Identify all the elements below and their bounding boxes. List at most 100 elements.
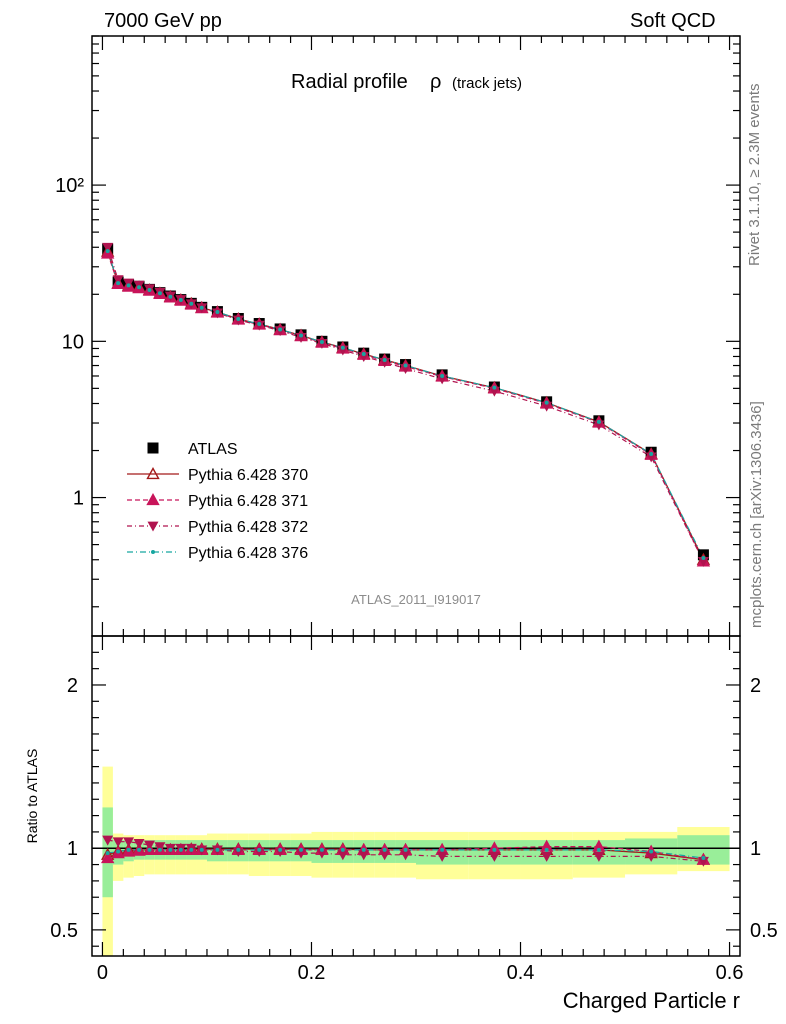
- ratio-point-s2-15: [316, 848, 328, 859]
- ratio-point-s2-21: [488, 852, 500, 862]
- ratio-point-s2-2: [123, 837, 135, 848]
- ratio-point-s3-2: [126, 847, 131, 852]
- ratio-point-s3-19: [403, 847, 408, 852]
- x-tick-label-3: 0.6: [716, 962, 744, 984]
- ratio-point-s2-22: [541, 852, 553, 862]
- main-point-s4-23: [596, 419, 601, 424]
- main-point-s3-21: [488, 386, 500, 397]
- main-y-tick-label-100: 10²: [55, 175, 84, 197]
- ratio-point-s2-17: [358, 850, 370, 861]
- main-title-symbol: ρ: [430, 71, 441, 93]
- main-point-s3-25: [697, 557, 709, 567]
- legend-label-4: Pythia 6.428 376: [188, 545, 308, 562]
- ratio-point-s3-21: [492, 847, 497, 852]
- x-axis-label: Charged Particle r: [563, 988, 740, 1013]
- main-point-s4-4: [147, 288, 152, 293]
- main-point-s4-9: [199, 305, 204, 310]
- ratio-point-s3-23: [596, 847, 601, 852]
- ratio-point-s2-14: [295, 848, 307, 859]
- ratio-point-s3-5: [157, 847, 162, 852]
- main-point-s4-22: [544, 400, 549, 405]
- main-point-s3-24: [645, 452, 657, 463]
- ratio-point-s3-1: [116, 849, 121, 854]
- ratio-point-s3-12: [257, 847, 262, 852]
- main-point-s3-23: [593, 420, 605, 431]
- ratio-point-s3-9: [199, 847, 204, 852]
- ratio-y-axis-label: Ratio to ATLAS: [24, 749, 40, 844]
- main-point-s4-7: [178, 297, 183, 302]
- ratio-point-s3-0: [105, 851, 110, 856]
- legend-label-3: Pythia 6.428 372: [188, 519, 308, 536]
- ratio-point-s2-1: [112, 837, 124, 848]
- ratio-point-s3-3: [137, 847, 142, 852]
- legend-label-1: Pythia 6.428 370: [188, 467, 308, 484]
- ratio-point-s2-18: [379, 850, 391, 861]
- main-point-s3-19: [400, 364, 412, 375]
- main-point-s3-16: [337, 345, 349, 356]
- main-point-s4-17: [361, 351, 366, 356]
- ratio-point-s3-22: [544, 847, 549, 852]
- main-title-suffix: (track jets): [452, 75, 522, 92]
- main-point-s4-10: [215, 310, 220, 315]
- ratio-point-s3-8: [189, 847, 194, 852]
- ratio-point-s3-14: [299, 847, 304, 852]
- main-series-line-3: [107, 247, 704, 562]
- main-point-s4-2: [126, 283, 131, 288]
- ratio-point-s2-24: [645, 852, 657, 862]
- ratio-point-s3-4: [147, 847, 152, 852]
- ratio-y-tick-label-0: 0.5: [50, 920, 78, 942]
- ratio-point-s3-20: [440, 847, 445, 852]
- ratio-point-s3-18: [382, 847, 387, 852]
- main-point-s3-0: [102, 242, 114, 253]
- ratio-point-s3-6: [168, 847, 173, 852]
- main-point-s3-20: [436, 374, 448, 385]
- header-right-label: Soft QCD: [630, 10, 716, 32]
- ratio-point-s2-16: [337, 850, 349, 861]
- ratio-y-tick-label-right-1: 1: [750, 838, 761, 860]
- ratio-y-tick-label-right-0: 0.5: [750, 920, 778, 942]
- main-series-line-4: [107, 250, 704, 559]
- ratio-point-s3-15: [319, 847, 324, 852]
- main-point-s4-18: [382, 357, 387, 362]
- main-point-s3-17: [358, 352, 370, 362]
- ratio-point-s2-4: [143, 840, 155, 851]
- main-point-s4-3: [137, 285, 142, 290]
- ratio-point-s3-7: [178, 847, 183, 852]
- legend-marker-4: [151, 550, 155, 554]
- ratio-point-s3-11: [236, 847, 241, 852]
- ratio-point-s3-17: [361, 847, 366, 852]
- main-point-s4-19: [403, 363, 408, 368]
- analysis-watermark: ATLAS_2011_I919017: [351, 592, 481, 607]
- legend-marker-0: [147, 442, 159, 454]
- main-point-s4-0: [105, 249, 110, 254]
- legend-label-2: Pythia 6.428 371: [188, 493, 308, 510]
- main-point-s4-25: [701, 556, 706, 561]
- main-point-s4-16: [340, 345, 345, 350]
- ratio-point-s2-23: [593, 852, 605, 862]
- main-y-tick-label-1: 1: [73, 488, 84, 510]
- ratio-point-s2-12: [253, 847, 265, 858]
- ratio-point-s2-0: [102, 835, 114, 846]
- main-point-s4-11: [236, 316, 241, 321]
- main-y-tick-label-10: 10: [62, 331, 84, 353]
- ratio-y-tick-label-right-2: 2: [750, 675, 761, 697]
- ratio-point-s3-13: [278, 847, 283, 852]
- ratio-point-s3-10: [215, 847, 220, 852]
- main-series-line-1: [107, 251, 704, 560]
- legend-marker-1: [146, 467, 160, 480]
- ratio-point-s2-13: [274, 847, 286, 858]
- legend-marker-3: [147, 521, 159, 532]
- main-point-s4-24: [649, 452, 654, 457]
- main-point-s3-22: [541, 401, 553, 412]
- ratio-y-tick-label-2: 2: [67, 675, 78, 697]
- main-point-s4-21: [492, 385, 497, 390]
- ratio-point-s2-20: [436, 852, 448, 862]
- main-point-s3-18: [379, 357, 391, 368]
- main-point-s4-13: [278, 327, 283, 332]
- x-tick-label-0: 0: [97, 962, 108, 984]
- ratio-point-s2-11: [232, 847, 244, 858]
- ratio-point-s1-0: [100, 851, 115, 864]
- main-point-s4-8: [189, 301, 194, 306]
- legend-marker-2: [146, 493, 160, 506]
